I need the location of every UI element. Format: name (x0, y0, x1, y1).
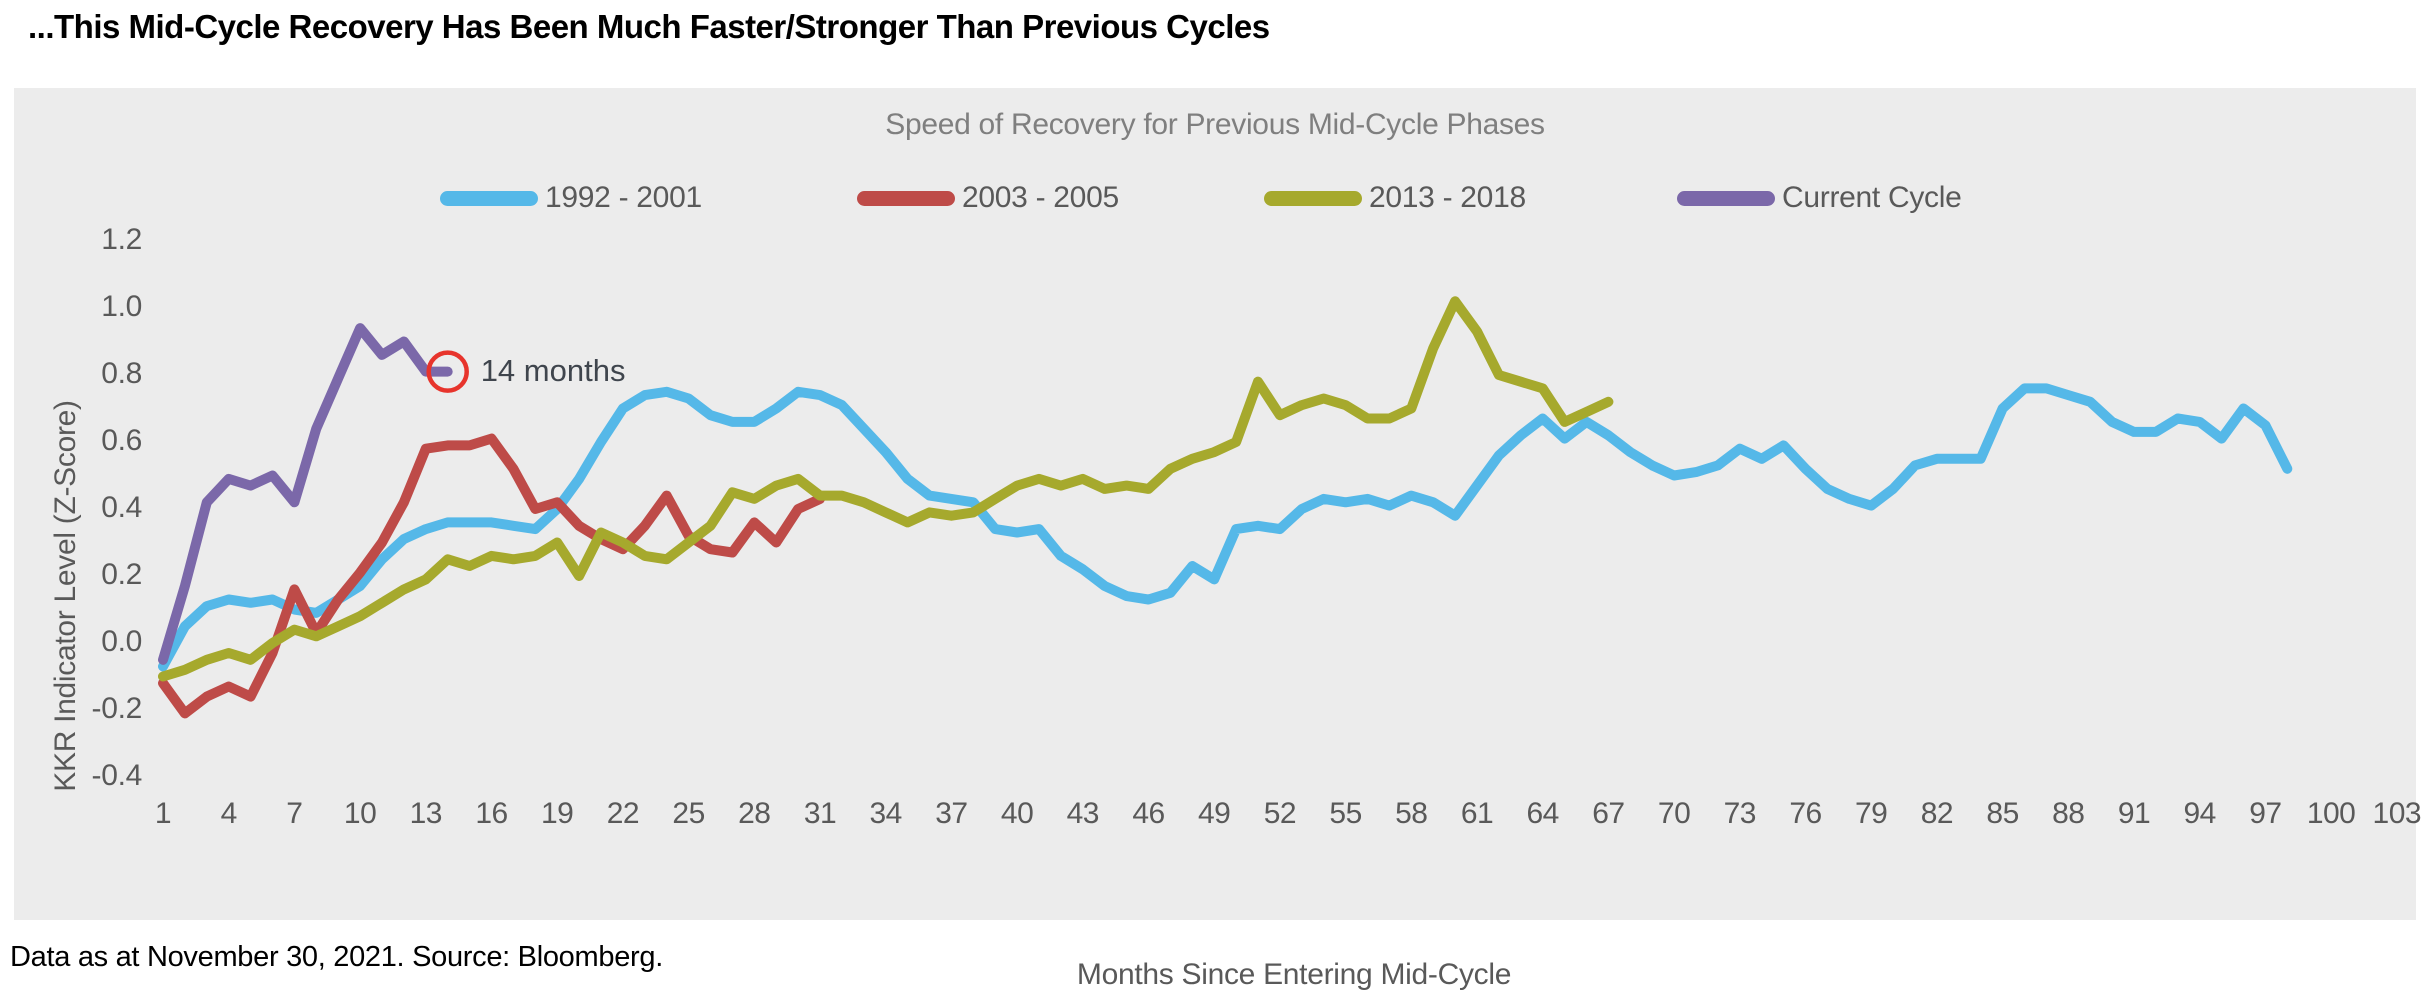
x-tick-label: 10 (343, 797, 377, 830)
x-tick-label: 19 (541, 797, 574, 830)
y-tick-label: 0.8 (101, 357, 142, 390)
x-tick-label: 58 (1395, 797, 1428, 830)
x-tick-label: 73 (1723, 797, 1757, 830)
y-tick-label: 1.0 (101, 290, 142, 323)
x-tick-label: 85 (1986, 797, 2019, 830)
x-tick-label: 13 (409, 797, 443, 830)
x-tick-label: 76 (1789, 797, 1822, 830)
legend-label: Current Cycle (1782, 181, 1962, 214)
source-footer: Data as at November 30, 2021. Source: Bl… (10, 941, 663, 973)
x-tick-label: 61 (1460, 797, 1494, 830)
chart-panel: Speed of Recovery for Previous Mid-Cycle… (14, 88, 2416, 991)
x-tick-label: 37 (935, 797, 968, 830)
legend-label: 2013 - 2018 (1369, 181, 1526, 214)
legend-item-current-cycle: Current Cycle (1677, 180, 1962, 216)
legend-swatch (857, 190, 955, 206)
x-tick-label: 91 (2117, 797, 2151, 830)
legend-item-2013-2018: 2013 - 2018 (1264, 180, 1526, 216)
x-tick-label: 97 (2249, 797, 2282, 830)
x-tick-label: 40 (1000, 797, 1034, 830)
annotation-label: 14 months (480, 352, 626, 388)
x-tick-label: 103 (2372, 797, 2422, 830)
x-tick-label: 64 (1526, 797, 1560, 830)
y-tick-label: 0.2 (101, 558, 142, 591)
x-tick-label: 88 (2052, 797, 2085, 830)
legend-swatch (440, 190, 538, 206)
x-tick-label: 100 (2306, 797, 2356, 830)
y-tick-label: -0.2 (91, 692, 143, 725)
legend-swatch (1677, 190, 1775, 206)
legend-label: 2003 - 2005 (962, 181, 1119, 214)
x-tick-label: 31 (803, 797, 837, 830)
x-tick-label: 70 (1657, 797, 1691, 830)
legend-item-2003-2005: 2003 - 2005 (857, 180, 1119, 216)
x-tick-label: 28 (738, 797, 771, 830)
legend-swatch (1264, 190, 1362, 206)
chart-subtitle: Speed of Recovery for Previous Mid-Cycle… (885, 108, 1545, 141)
x-tick-label: 52 (1263, 797, 1297, 830)
y-axis-title: KKR Indicator Level (Z-Score) (49, 400, 82, 792)
legend-item-1992-2001: 1992 - 2001 (440, 180, 702, 216)
x-tick-label: 49 (1198, 797, 1231, 830)
x-tick-label: 34 (869, 797, 903, 830)
y-tick-label: 0.0 (101, 625, 142, 658)
x-tick-label: 94 (2183, 797, 2217, 830)
y-tick-label: 1.2 (101, 223, 142, 256)
x-tick-label: 1 (154, 797, 172, 830)
legend-label: 1992 - 2001 (545, 181, 702, 214)
x-tick-label: 82 (1920, 797, 1954, 830)
x-tick-label: 55 (1329, 797, 1362, 830)
x-tick-label: 67 (1592, 797, 1625, 830)
x-tick-label: 25 (672, 797, 705, 830)
page-title: ...This Mid-Cycle Recovery Has Been Much… (28, 8, 1270, 45)
x-tick-label: 79 (1855, 797, 1888, 830)
y-tick-label: 0.4 (101, 491, 142, 524)
x-tick-label: 16 (475, 797, 508, 830)
x-tick-label: 7 (286, 797, 303, 830)
y-tick-label: 0.6 (101, 424, 142, 457)
y-tick-label: -0.4 (91, 759, 143, 792)
x-tick-label: 43 (1066, 797, 1100, 830)
x-tick-label: 22 (606, 797, 640, 830)
x-tick-label: 46 (1132, 797, 1165, 830)
x-tick-label: 4 (220, 797, 238, 830)
